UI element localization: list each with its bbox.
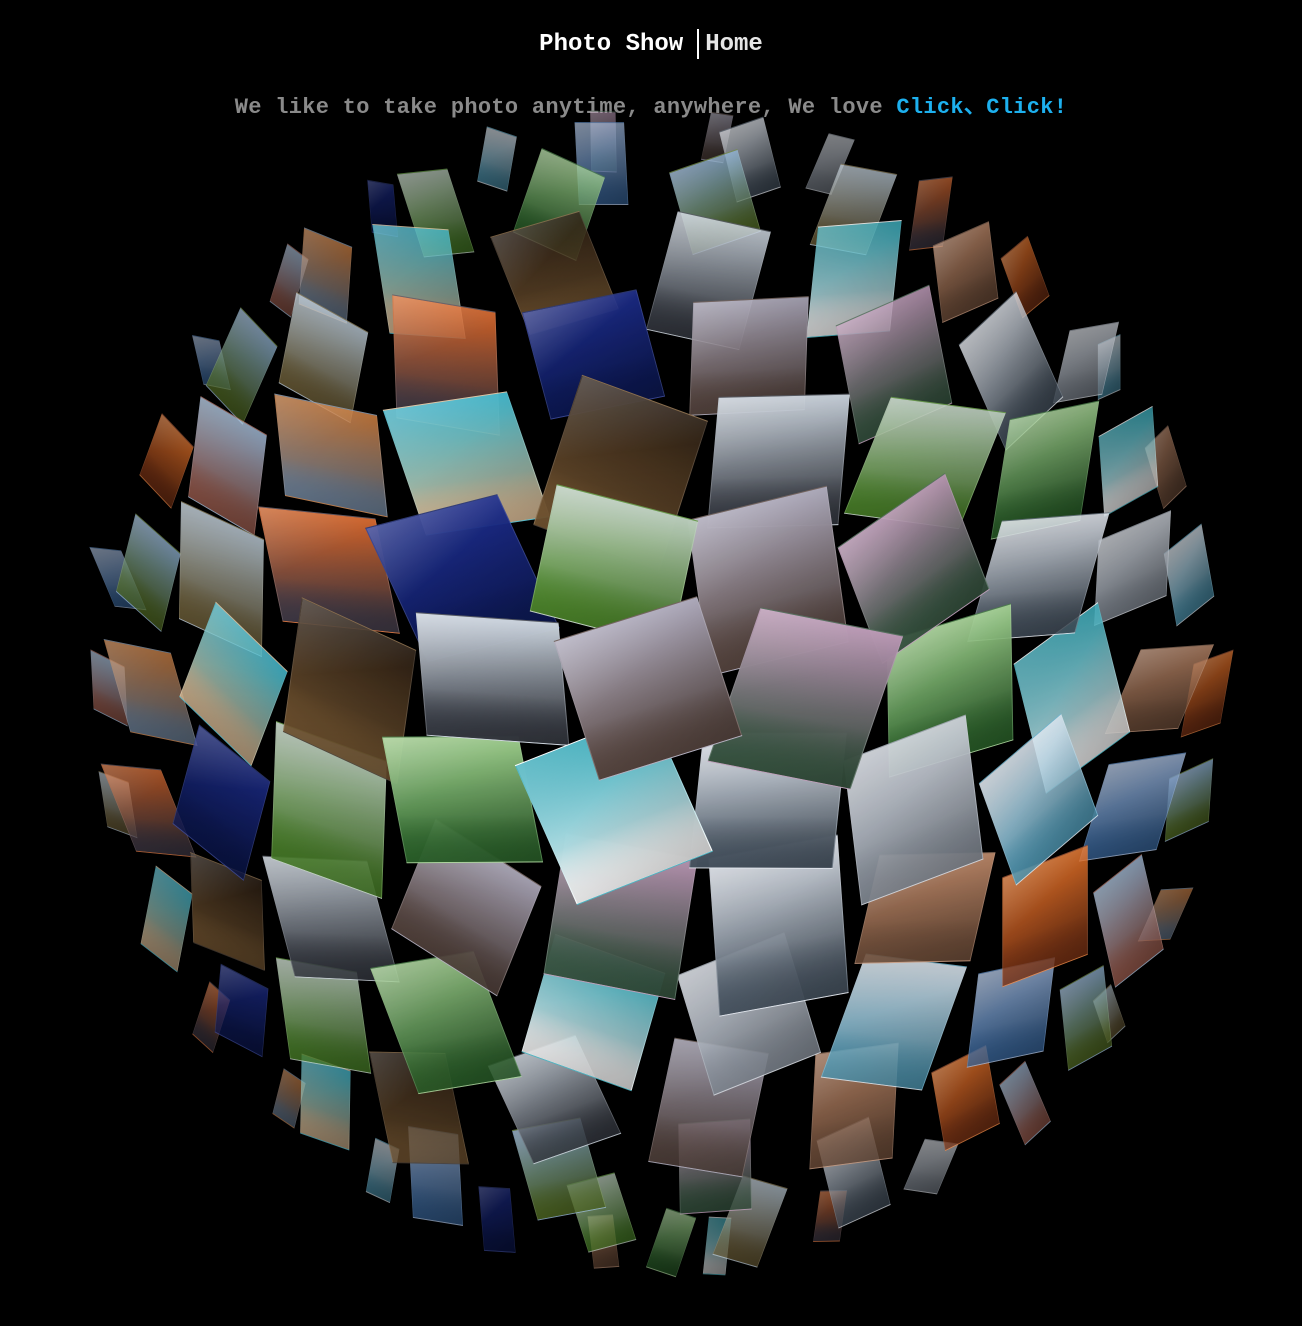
photo-glare [300, 1054, 350, 1150]
nav-divider [697, 28, 700, 59]
photo-glare [1079, 753, 1186, 861]
photo-glare [141, 866, 193, 972]
photo-glare [1164, 524, 1214, 625]
photo-tile-tornado-sky[interactable] [415, 612, 570, 746]
home-link[interactable]: Home [705, 31, 763, 58]
photo-glare [647, 1208, 697, 1276]
tagline: We like to take photo anytime, anywhere,… [0, 88, 1302, 120]
photo-glare [140, 414, 194, 508]
photo-glare [117, 514, 181, 631]
photo-tile-wheat-field[interactable] [116, 513, 182, 633]
photo-tile-palm-beach[interactable] [140, 865, 194, 973]
photo-glare [909, 177, 952, 250]
photo-tile-lagoon-aerial[interactable] [1098, 406, 1159, 518]
photo-glare [416, 613, 569, 745]
photo-glare [274, 394, 387, 517]
tagline-text: We like to take photo anytime, anywhere,… [234, 95, 897, 120]
top-nav: Photo Show Home [0, 28, 1302, 62]
photo-tile-desert-dunes[interactable] [190, 852, 266, 972]
photo-glare [215, 964, 269, 1056]
photo-sphere[interactable] [0, 110, 1302, 1326]
photo-tile-hot-spring[interactable] [1163, 523, 1215, 627]
photo-tile-night-lake[interactable] [215, 963, 270, 1058]
photo-tile-hot-spring[interactable] [477, 126, 518, 192]
photo-glare [191, 853, 265, 971]
photo-glare [1094, 511, 1171, 626]
photo-tile-polar-bear[interactable] [1094, 509, 1172, 627]
photo-tile-pink-bridge-forest[interactable] [646, 1207, 697, 1278]
photo-tile-pink-bridge-forest[interactable] [382, 735, 544, 863]
photo-tile-ocean-sunset[interactable] [139, 412, 195, 509]
photo-tile-autumn-lake[interactable] [273, 393, 388, 518]
photo-glare [1094, 856, 1163, 987]
tagline-accent: Click、Click! [896, 95, 1068, 120]
photo-tile-flower-garden[interactable] [1093, 854, 1164, 989]
photo-tile-wheat-field[interactable] [1059, 965, 1112, 1072]
photo-tile-night-lake[interactable] [478, 1185, 517, 1253]
photo-glare [1099, 407, 1158, 516]
site-title: Photo Show [539, 31, 684, 58]
photo-glare [1060, 966, 1112, 1071]
photo-glare [383, 736, 543, 862]
photo-glare [479, 1186, 516, 1252]
photo-glare [1000, 1062, 1051, 1145]
photo-glare [478, 127, 517, 191]
photo-tile-flower-garden[interactable] [999, 1060, 1052, 1146]
